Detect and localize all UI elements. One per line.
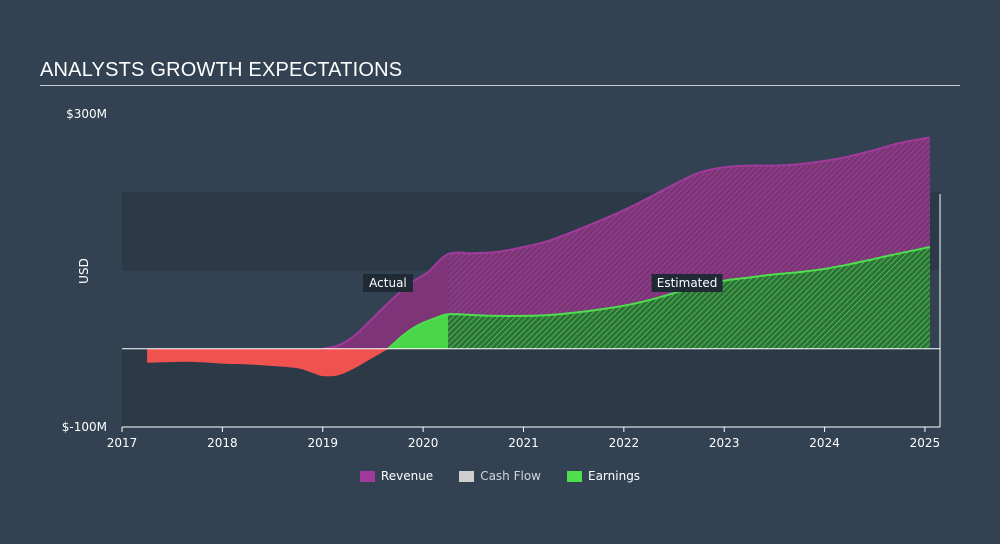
y-axis-label: USD xyxy=(77,258,91,284)
x-tick-label-2019: 2019 xyxy=(307,436,338,450)
chart-title: ANALYSTS GROWTH EXPECTATIONS xyxy=(40,59,403,81)
earnings-area-negative xyxy=(147,348,930,377)
y-tick-label--100: $-100M xyxy=(62,420,107,434)
earnings-area-actual xyxy=(388,314,449,349)
earnings-line xyxy=(386,246,931,349)
legend-item-earnings[interactable]: Earnings xyxy=(566,469,641,483)
annotation-actual: Actual xyxy=(362,274,413,293)
annotation-estimated: Estimated xyxy=(651,274,723,293)
earnings-negative-group xyxy=(147,348,930,377)
earnings-area-estimated xyxy=(448,247,930,349)
legend-swatch-earnings xyxy=(566,470,582,482)
series-areas xyxy=(147,137,930,377)
annotation-label: Actual xyxy=(369,276,407,290)
earnings-line-group xyxy=(386,246,931,349)
x-tick-label-2020: 2020 xyxy=(408,436,439,450)
legend-item-revenue[interactable]: Revenue xyxy=(359,469,434,483)
legend-swatch-cash-flow xyxy=(459,470,475,482)
x-tick-label-2024: 2024 xyxy=(809,436,840,450)
x-tick-label-2023: 2023 xyxy=(709,436,740,450)
y-tick-label-300: $300M xyxy=(66,107,107,121)
annotations: Actual Estimated xyxy=(362,274,723,293)
chart-legend: Revenue Cash Flow Earnings xyxy=(0,469,1000,483)
earnings-positive-group xyxy=(388,247,930,349)
annotation-label: Estimated xyxy=(657,276,718,290)
x-tick-label-2025: 2025 xyxy=(910,436,941,450)
annotation-background xyxy=(362,274,413,293)
x-tick-label-2022: 2022 xyxy=(609,436,640,450)
series-lines xyxy=(322,136,931,350)
axes: 2017 2018 2019 2020 2021 2022 2023 2024 2025 $300… xyxy=(62,107,941,450)
x-tick-label-2017: 2017 xyxy=(107,436,138,450)
legend-item-cash-flow[interactable]: Cash Flow xyxy=(459,469,541,483)
legend-label-earnings: Earnings xyxy=(587,469,641,483)
legend-swatch-revenue xyxy=(359,470,375,482)
revenue-line xyxy=(322,136,931,350)
legend-label-revenue: Revenue xyxy=(380,469,434,483)
legend-label-cash-flow: Cash Flow xyxy=(480,469,541,483)
x-tick-label-2018: 2018 xyxy=(207,436,238,450)
title-divider xyxy=(40,85,960,86)
annotation-background xyxy=(651,274,723,293)
x-tick-label-2021: 2021 xyxy=(508,436,539,450)
